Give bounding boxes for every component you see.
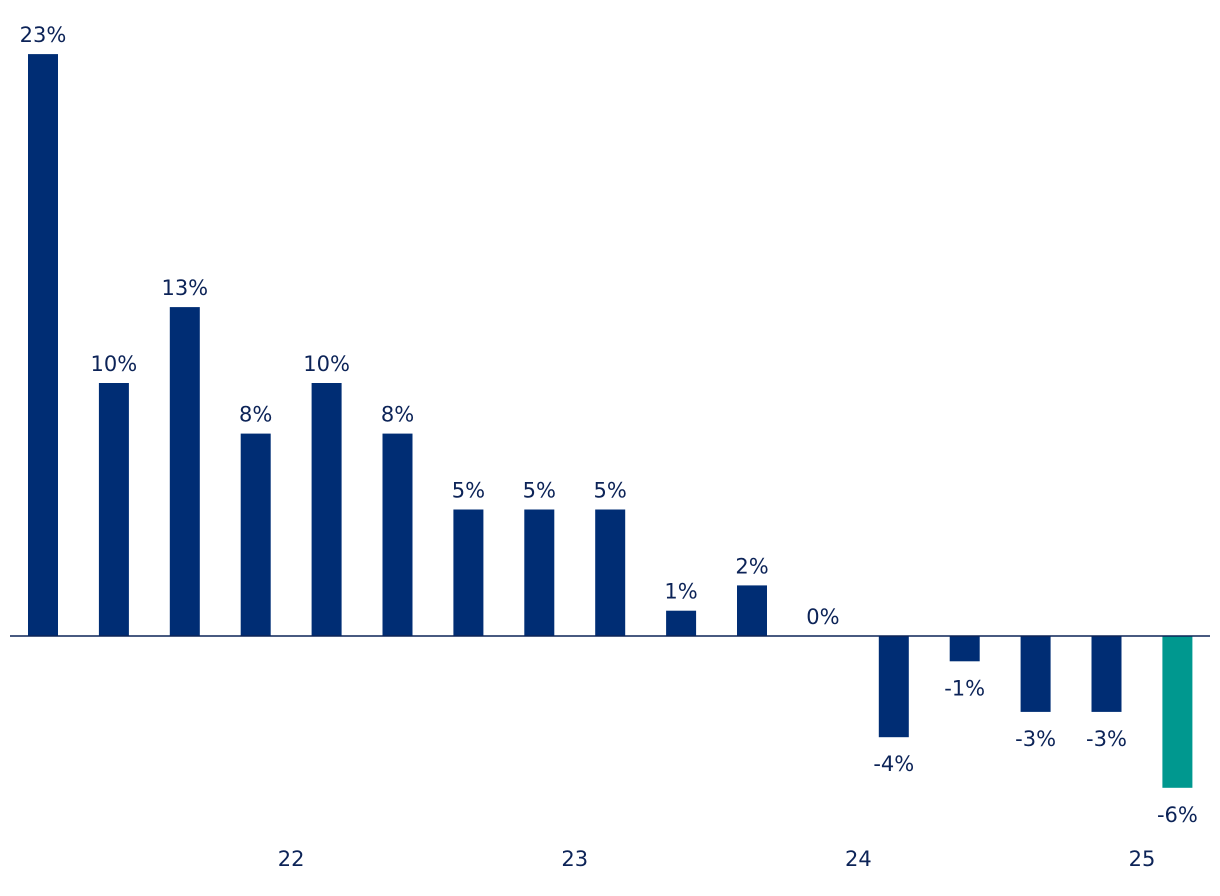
data-label: 0% — [806, 605, 839, 629]
bar — [737, 585, 767, 636]
bar — [311, 383, 342, 636]
data-label: -4% — [873, 752, 914, 776]
data-label: 5% — [452, 479, 485, 503]
data-label: -6% — [1157, 803, 1198, 827]
data-label: 1% — [664, 580, 697, 604]
data-label: 8% — [381, 403, 414, 427]
bar — [524, 509, 555, 636]
bar — [382, 433, 413, 636]
data-label: 10% — [303, 352, 350, 376]
data-label: -1% — [944, 676, 985, 700]
data-label: 5% — [523, 479, 556, 503]
x-tick-label: 24 — [845, 847, 872, 871]
bar — [1020, 636, 1051, 712]
data-label: 23% — [20, 23, 67, 47]
data-label: 10% — [91, 352, 138, 376]
data-label: -3% — [1015, 727, 1056, 751]
x-tick-label: 22 — [278, 847, 305, 871]
bar — [98, 383, 129, 636]
bar — [878, 636, 909, 738]
bar — [666, 610, 697, 636]
data-label: 2% — [735, 554, 768, 578]
bar — [1091, 636, 1122, 712]
x-tick-label: 23 — [561, 847, 588, 871]
data-label: 5% — [594, 479, 627, 503]
data-label: 13% — [161, 276, 208, 300]
bar — [595, 509, 626, 636]
data-label: -3% — [1086, 727, 1127, 751]
data-label: 8% — [239, 403, 272, 427]
bar — [240, 433, 271, 636]
bar — [949, 636, 980, 662]
bar — [1162, 636, 1193, 788]
bar — [453, 509, 484, 636]
x-tick-label: 25 — [1129, 847, 1156, 871]
bar — [28, 54, 58, 637]
bar — [169, 307, 200, 636]
